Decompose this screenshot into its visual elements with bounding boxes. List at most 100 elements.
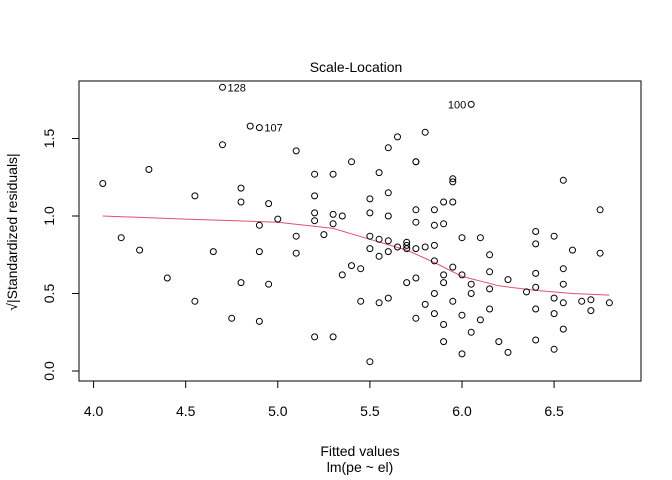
data-point (550, 232, 558, 240)
data-point (587, 296, 595, 304)
data-point (338, 212, 346, 220)
data-point (421, 128, 429, 136)
x-tick-label: 4.5 (176, 403, 196, 419)
data-point (430, 206, 438, 214)
data-point (255, 248, 263, 256)
data-point (559, 265, 567, 273)
data-point (338, 271, 346, 279)
data-point (430, 221, 438, 229)
data-point (384, 189, 392, 197)
data-point (403, 279, 411, 287)
data-point (348, 158, 355, 166)
data-point (274, 215, 282, 223)
data-point (320, 231, 328, 239)
data-point (550, 310, 558, 318)
data-point (440, 220, 448, 228)
data-point (440, 198, 448, 206)
data-point (449, 263, 457, 271)
data-point (375, 235, 383, 243)
data-point (550, 294, 558, 302)
data-point (532, 228, 540, 235)
data-point (449, 178, 457, 186)
data-point (596, 206, 604, 214)
data-point (449, 198, 457, 206)
data-point (559, 325, 567, 333)
x-tick-label: 5.5 (360, 403, 380, 419)
y-tick-label: 1.5 (41, 129, 57, 149)
data-point (403, 241, 411, 249)
data-point (486, 285, 494, 293)
chart-title: Scale-Location (310, 59, 403, 75)
data-point (569, 246, 576, 254)
y-axis-label: √|Standardized residuals| (4, 153, 20, 310)
data-point (329, 210, 337, 218)
point-label: 100 (448, 99, 466, 111)
data-point (255, 317, 263, 325)
smooth-line-group (102, 215, 610, 296)
data-point (219, 83, 226, 91)
data-point (578, 297, 586, 305)
data-point (366, 209, 374, 217)
data-point (311, 192, 319, 200)
data-point (366, 232, 374, 240)
data-point (255, 221, 263, 229)
data-point (486, 251, 494, 259)
data-point (209, 248, 217, 256)
data-point (292, 147, 300, 155)
x-tick-label: 5.0 (268, 403, 288, 419)
data-point (504, 348, 512, 356)
data-point (384, 212, 392, 220)
data-point (449, 175, 457, 183)
data-point (394, 133, 401, 141)
data-point (348, 262, 355, 270)
y-axis: 0.0 0.5 1.0 1.5 (41, 129, 80, 381)
x-tick-label: 6.5 (544, 403, 564, 419)
data-point (117, 234, 125, 242)
data-point (292, 249, 300, 257)
data-point (430, 257, 438, 265)
data-point (440, 321, 448, 328)
data-point (99, 180, 107, 187)
data-point (228, 314, 236, 322)
data-point (605, 299, 613, 307)
data-point (504, 276, 512, 284)
data-point (523, 288, 530, 296)
data-point (329, 220, 337, 228)
data-point (191, 192, 199, 200)
data-point (495, 338, 503, 346)
data-point (311, 209, 319, 217)
data-point (476, 234, 484, 242)
x-axis-label: Fitted values (320, 443, 399, 459)
data-point (440, 279, 448, 287)
data-point (384, 248, 392, 256)
data-point (458, 234, 466, 242)
data-point (237, 198, 245, 206)
data-point (403, 245, 411, 253)
points-group (99, 83, 613, 366)
data-point (255, 124, 263, 132)
point-label: 107 (264, 123, 282, 135)
data-point (412, 218, 420, 226)
data-point (357, 265, 365, 273)
data-point (532, 240, 540, 248)
data-point (430, 290, 438, 297)
data-point (265, 280, 273, 288)
data-point (246, 122, 254, 130)
data-point (440, 338, 448, 346)
data-point (559, 299, 567, 307)
data-point (375, 169, 383, 177)
data-point (467, 328, 475, 336)
smooth-line (102, 215, 610, 296)
data-point (357, 297, 365, 305)
data-point (265, 200, 273, 208)
data-point (532, 336, 540, 344)
data-point (311, 333, 319, 341)
data-point (412, 314, 420, 322)
data-point (329, 170, 337, 178)
data-point (486, 305, 494, 313)
data-point (384, 144, 392, 152)
data-point (412, 274, 420, 282)
data-point (486, 268, 494, 276)
data-point (532, 305, 540, 313)
x-axis: 4.0 4.5 5.0 5.5 6.0 6.5 (84, 380, 564, 419)
